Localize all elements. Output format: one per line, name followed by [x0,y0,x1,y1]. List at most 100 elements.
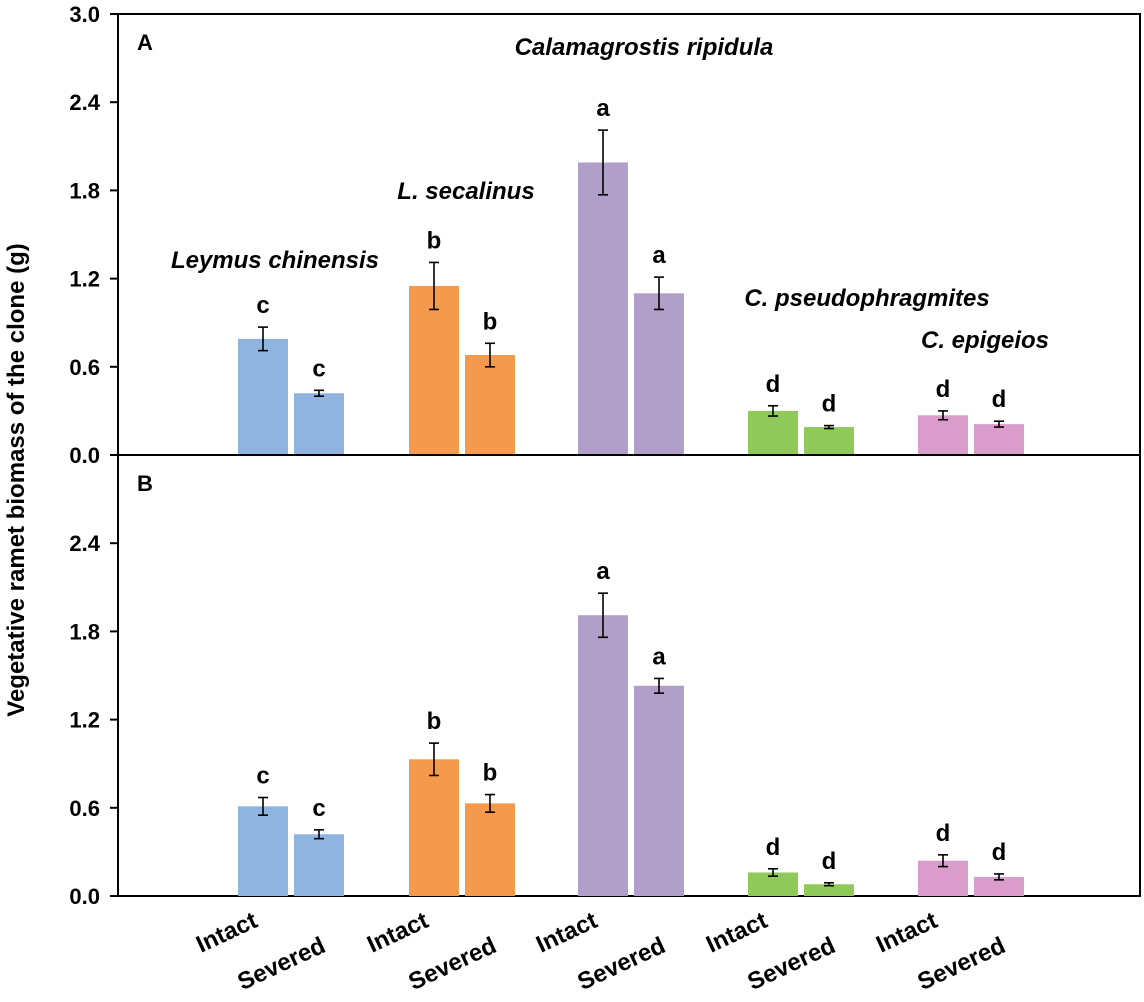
species-label: C. pseudophragmites [744,285,989,312]
significance-letter: d [766,371,781,398]
bar [634,293,684,455]
bar [409,285,459,455]
series-3: dd [748,834,854,896]
bar [465,803,515,896]
significance-letter: d [936,376,951,403]
error-bar [429,261,439,311]
series-1: bb [409,708,515,896]
y-axis-label: Vegetative ramet biomass of the clone (g… [3,243,30,716]
bar [294,393,344,455]
species-label: Calamagrostis ripidula [515,34,774,61]
bar [578,162,628,455]
panel-label: B [137,471,153,496]
series-1: bb [409,227,515,455]
significance-letter: c [312,795,325,822]
x-tick-label: Severed [913,932,1009,996]
significance-letter: a [652,643,666,670]
error-bar [258,796,268,816]
x-tick-label: Severed [233,932,329,996]
bar [578,615,628,896]
x-tick-label: Severed [743,932,839,996]
significance-letter: a [596,95,610,122]
error-bar [654,677,664,694]
significance-letter: a [596,558,610,585]
series-2: aa [578,558,684,896]
x-tick-label: Severed [404,932,500,996]
significance-letter: c [312,355,325,382]
x-tick-label: Severed [573,932,669,996]
significance-letter: b [483,760,498,787]
significance-letter: d [822,391,837,418]
series-3: dd [748,371,854,455]
error-bar [314,389,324,398]
y-tick-label: 1.8 [69,619,100,644]
significance-letter: d [766,834,781,861]
x-tick-label: Intact [872,907,941,959]
error-bar [429,742,439,777]
species-label: L. secalinus [397,178,534,205]
error-bar [824,881,834,887]
bar [294,834,344,896]
x-tick-label: Intact [363,907,432,959]
bar [918,415,968,455]
bar [748,410,798,455]
y-tick-label: 0.0 [69,884,100,909]
y-tick-label: 1.2 [69,267,100,292]
error-bar [258,326,268,352]
x-tick-label: Intact [532,907,601,959]
bar [465,355,515,455]
series-2: aa [578,95,684,455]
error-bar [938,410,948,421]
bar [974,876,1024,896]
bar [409,759,459,896]
y-tick-label: 0.6 [69,355,100,380]
species-label: Leymus chinensis [171,247,379,274]
y-tick-label: 2.4 [69,90,100,115]
error-bar [485,793,495,814]
error-bar [598,129,608,196]
error-bar [654,276,664,311]
series-0: cc [238,763,344,896]
y-tick-label: 2.4 [69,531,100,556]
bar [238,806,288,896]
bar [634,685,684,896]
significance-letter: c [256,763,269,790]
species-label: C. epigeios [921,327,1049,354]
significance-letter: d [936,820,951,847]
error-bar [994,873,1004,881]
significance-letter: b [427,227,442,254]
series-0: cc [238,292,344,455]
significance-letter: b [483,308,498,335]
y-tick-label: 3.0 [69,2,100,27]
bar [238,338,288,455]
x-tick-label: Intact [702,907,771,959]
y-tick-label: 1.2 [69,708,100,733]
panel-label: A [137,30,153,55]
series-4: dd [918,820,1024,896]
error-bar [938,854,948,868]
panel-frame [117,454,1141,897]
y-tick-label: 0.0 [69,443,100,468]
bar [974,424,1024,455]
x-tick-label: Intact [192,907,261,959]
error-bar [598,592,608,639]
significance-letter: c [256,292,269,319]
error-bar [994,420,1004,428]
significance-letter: a [652,242,666,269]
error-bar [768,404,778,417]
y-tick-label: 0.6 [69,796,100,821]
bar [804,884,854,896]
bar [748,872,798,896]
y-tick-label: 1.8 [69,178,100,203]
error-bar [768,868,778,877]
significance-letter: b [427,708,442,735]
significance-letter: d [822,848,837,875]
error-bar [824,424,834,430]
error-bar [314,829,324,840]
